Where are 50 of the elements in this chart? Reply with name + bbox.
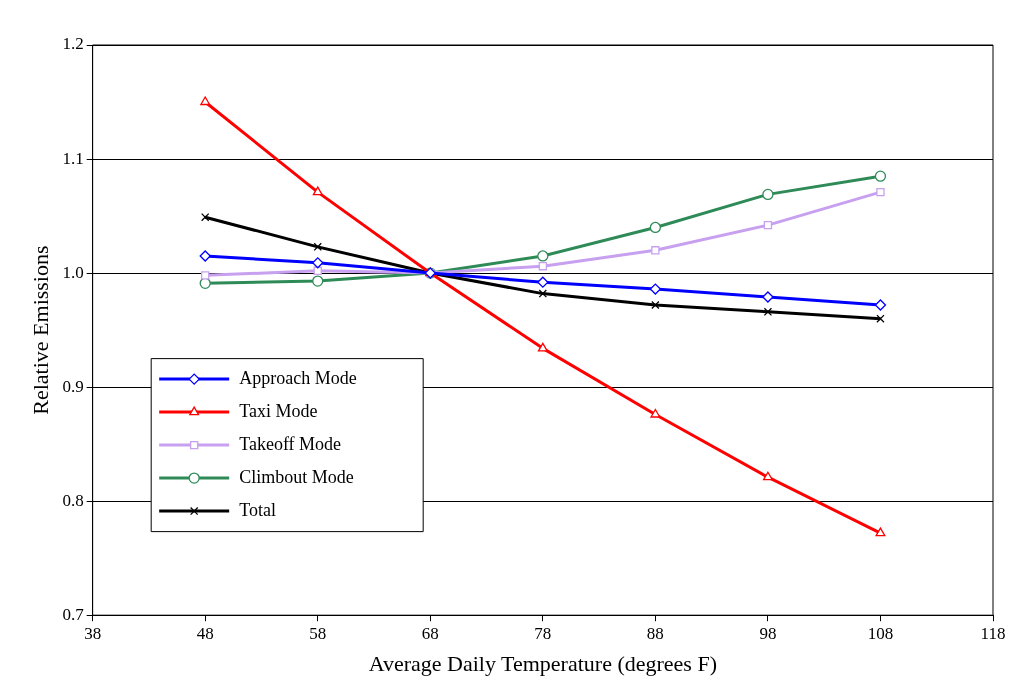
x-tick-label: 88 (646, 623, 664, 643)
point (537, 250, 549, 262)
y-tick-label: 0.8 (62, 490, 84, 510)
legend-label: Taxi Mode (239, 400, 318, 421)
point (312, 275, 324, 287)
x-tick-label: 58 (309, 623, 327, 643)
point (649, 221, 662, 234)
point (537, 276, 549, 288)
point (313, 266, 322, 275)
point (312, 257, 324, 269)
y-tick-label: 0.9 (62, 376, 84, 396)
point (651, 300, 660, 310)
x-tick-label: 38 (84, 623, 102, 643)
y-tick-label: 1.2 (62, 34, 84, 54)
point (200, 96, 211, 106)
point (875, 527, 886, 537)
x-tick-label: 118 (980, 623, 1006, 643)
x-axis-title: Average Daily Temperature (degrees F) (368, 650, 717, 676)
point (874, 170, 887, 182)
point (763, 221, 773, 230)
x-tick-label: 98 (759, 623, 777, 643)
point (538, 262, 548, 271)
y-axis-title: Relative Emissions (27, 245, 53, 415)
point (762, 471, 773, 481)
point (313, 242, 322, 252)
point (876, 187, 885, 197)
point (201, 271, 210, 280)
legend-label: Total (239, 499, 276, 520)
y-tick-label: 1.0 (62, 262, 84, 282)
point (537, 342, 548, 352)
point (312, 186, 323, 196)
point (762, 291, 774, 303)
x-tick-label: 78 (534, 623, 552, 643)
x-tick-label: 48 (196, 623, 214, 643)
y-tick-label: 1.1 (62, 148, 84, 168)
x-tick-label: 68 (421, 623, 439, 643)
point (538, 289, 548, 298)
legend-label: Approach Mode (239, 367, 357, 388)
y-tick-label: 0.7 (62, 604, 85, 624)
point (201, 213, 210, 222)
point (874, 299, 887, 311)
point (650, 408, 661, 418)
legend-label: Climbout Mode (239, 466, 354, 487)
point (876, 314, 885, 323)
point (651, 246, 660, 255)
point (199, 250, 211, 262)
legend-label: Takeoff Mode (239, 433, 342, 454)
point (762, 188, 774, 201)
x-tick-label: 108 (867, 623, 894, 643)
point (763, 307, 773, 317)
